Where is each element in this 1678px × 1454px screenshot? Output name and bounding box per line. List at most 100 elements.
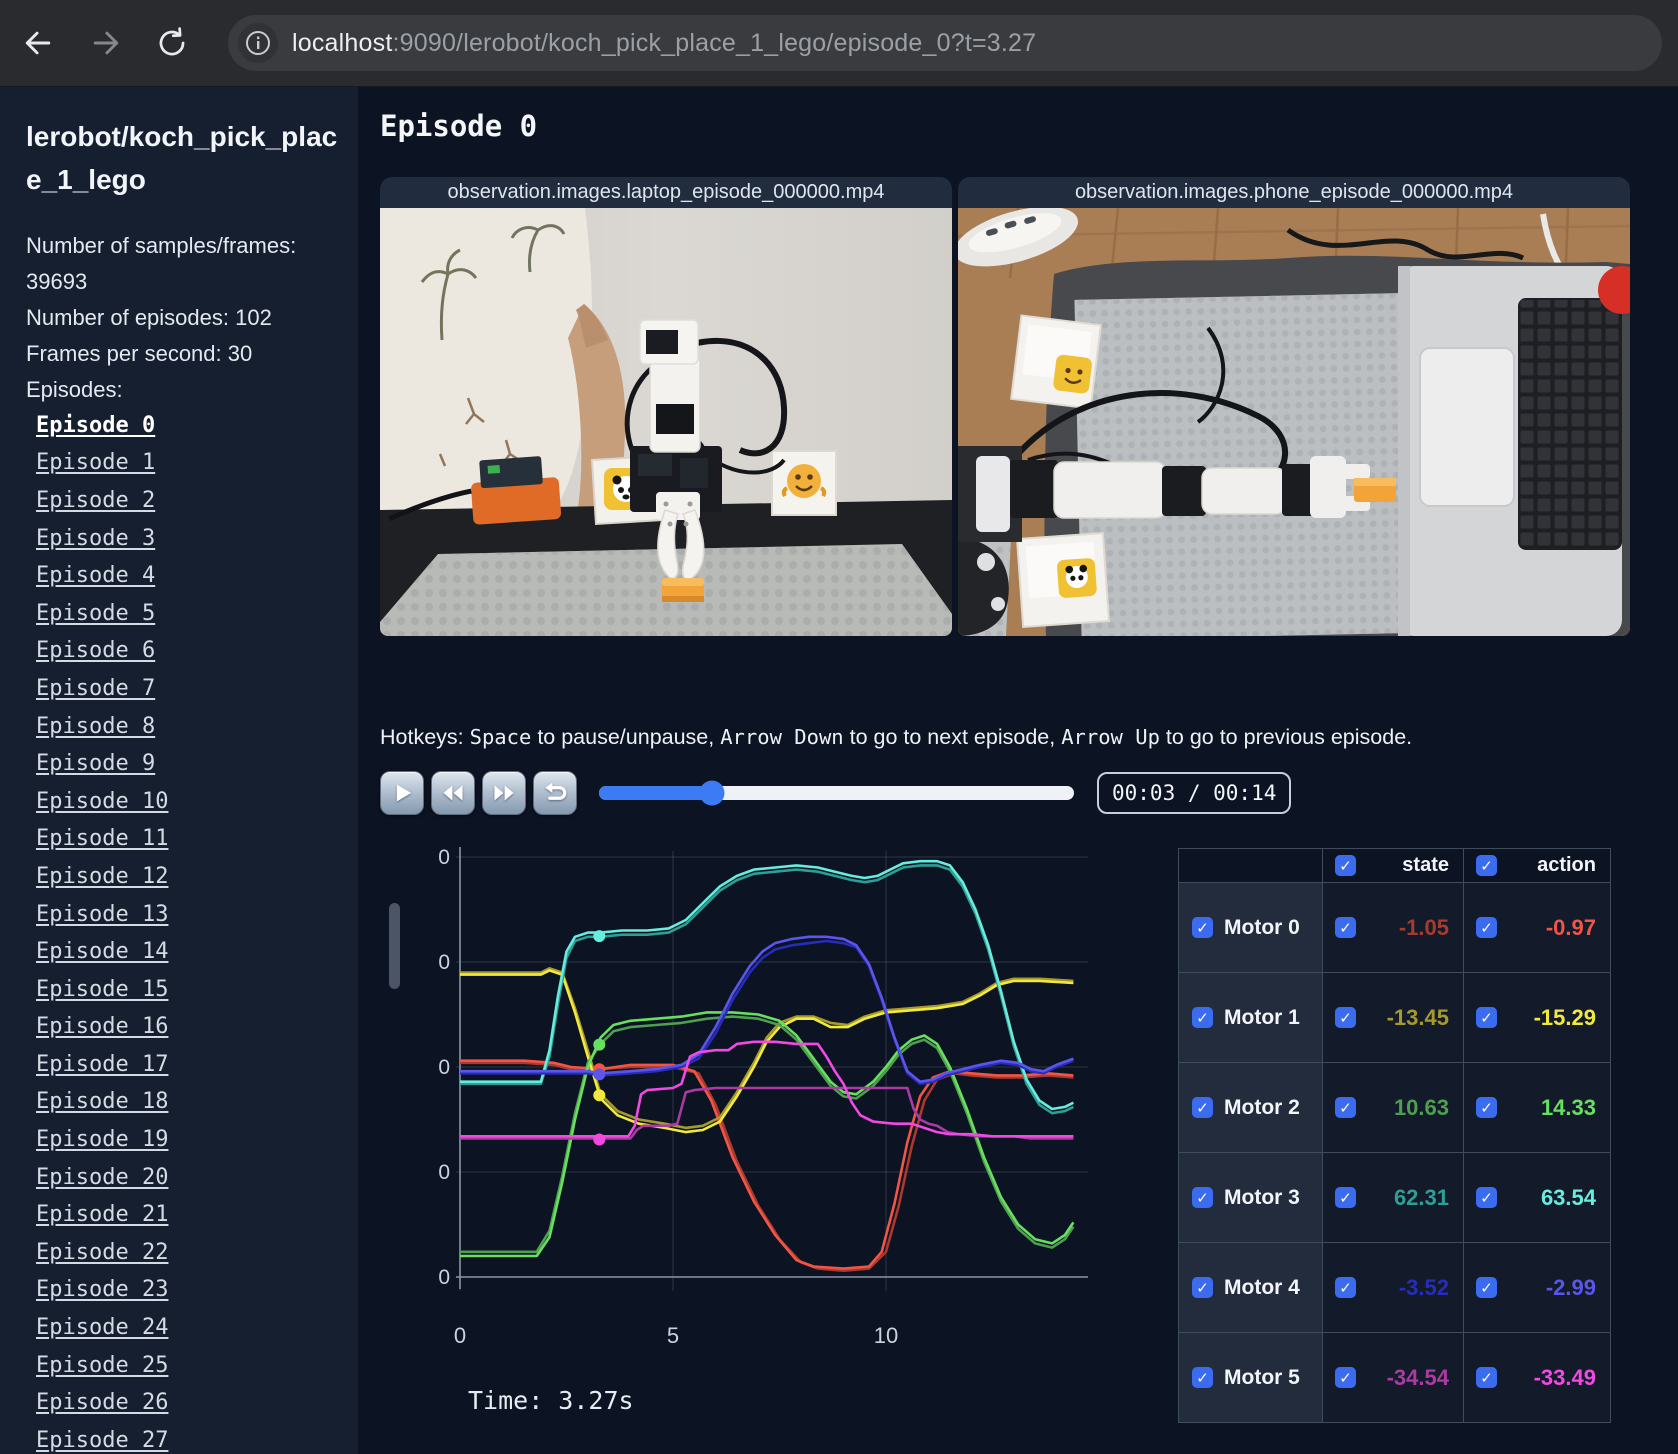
- motor-name: Motor 5: [1224, 1365, 1300, 1389]
- motor-visibility-checkbox[interactable]: [1192, 1007, 1213, 1028]
- episode-link[interactable]: Episode 4: [36, 563, 156, 589]
- site-info-icon[interactable]: [238, 23, 278, 63]
- video-card-phone: observation.images.phone_episode_000000.…: [958, 177, 1630, 636]
- episode-link[interactable]: Episode 11: [36, 826, 169, 852]
- state-value: 10.63: [1393, 1094, 1449, 1120]
- motor-visibility-checkbox[interactable]: [1192, 1277, 1213, 1298]
- episode-link[interactable]: Episode 3: [36, 525, 156, 551]
- motor-row: Motor 1 -13.45 -15.29: [1178, 972, 1611, 1063]
- scrollbar-thumb[interactable]: [389, 903, 400, 989]
- episode-list-item: Episode 10: [36, 784, 340, 822]
- episode-link[interactable]: Episode 13: [36, 901, 169, 927]
- motor-state-checkbox[interactable]: [1335, 1277, 1356, 1298]
- episode-link[interactable]: Episode 10: [36, 788, 169, 814]
- episode-link[interactable]: Episode 26: [36, 1390, 169, 1416]
- motor-chart[interactable]: 100 50 0 -50 -100 0 5 10 Time: 3.27s: [438, 817, 1100, 1454]
- motor-state-checkbox[interactable]: [1335, 1007, 1356, 1028]
- episode-link[interactable]: Episode 25: [36, 1352, 169, 1378]
- video-phone[interactable]: [958, 208, 1630, 636]
- motor-action-checkbox[interactable]: [1476, 1367, 1497, 1388]
- episode-link[interactable]: Episode 1: [36, 450, 156, 476]
- seek-slider[interactable]: [599, 780, 1074, 806]
- motor-name: Motor 1: [1224, 1005, 1300, 1029]
- episode-link[interactable]: Episode 5: [36, 600, 156, 626]
- svg-text:Time: 3.27s: Time: 3.27s: [468, 1386, 634, 1415]
- episode-list-item: Episode 9: [36, 746, 340, 784]
- episode-link[interactable]: Episode 17: [36, 1051, 169, 1077]
- video-scene-phone: [958, 208, 1630, 636]
- loop-button[interactable]: [533, 771, 577, 815]
- motor-state-checkbox[interactable]: [1335, 917, 1356, 938]
- rewind-button[interactable]: [431, 771, 475, 815]
- motor-state-checkbox[interactable]: [1335, 1097, 1356, 1118]
- motor-row: Motor 4 -3.52 -2.99: [1178, 1242, 1611, 1333]
- episodes-label: Episodes:: [26, 376, 123, 402]
- episode-link[interactable]: Episode 8: [36, 713, 156, 739]
- time-display: 00:03 / 00:14: [1097, 772, 1292, 814]
- episode-list-item: Episode 20: [36, 1160, 340, 1198]
- motor-row: Motor 0 -1.05 -0.97: [1178, 882, 1611, 973]
- fast-forward-button[interactable]: [482, 771, 526, 815]
- episode-link[interactable]: Episode 22: [36, 1239, 169, 1265]
- motor-table-header: state action: [1178, 848, 1611, 883]
- motor-visibility-checkbox[interactable]: [1192, 917, 1213, 938]
- header-empty-cell: [1178, 848, 1323, 883]
- sidebar: lerobot/koch_pick_place_1_lego Number of…: [0, 87, 358, 1454]
- svg-text:5: 5: [667, 1323, 679, 1348]
- episode-link[interactable]: Episode 15: [36, 976, 169, 1002]
- episode-link[interactable]: Episode 20: [36, 1164, 169, 1190]
- motor-action-checkbox[interactable]: [1476, 1097, 1497, 1118]
- browser-toolbar: localhost:9090/lerobot/koch_pick_place_1…: [0, 0, 1678, 87]
- motor-action-checkbox[interactable]: [1476, 1277, 1497, 1298]
- motor-action-checkbox[interactable]: [1476, 917, 1497, 938]
- episode-link[interactable]: Episode 24: [36, 1315, 169, 1341]
- hotkeys-mid2: to go to next episode,: [843, 725, 1062, 749]
- episode-link[interactable]: Episode 21: [36, 1202, 169, 1228]
- motor-visibility-checkbox[interactable]: [1192, 1187, 1213, 1208]
- episode-list-item: Episode 1: [36, 445, 340, 483]
- hotkeys-help: Hotkeys: Space to pause/unpause, Arrow D…: [380, 725, 1412, 750]
- motor-name: Motor 3: [1224, 1185, 1300, 1209]
- episode-link-active[interactable]: Episode 0: [36, 412, 156, 438]
- episode-link[interactable]: Episode 19: [36, 1127, 169, 1153]
- episode-list-item: Episode 21: [36, 1197, 340, 1235]
- motor-action-checkbox[interactable]: [1476, 1007, 1497, 1028]
- video-laptop[interactable]: [380, 208, 952, 636]
- motor-state-checkbox[interactable]: [1335, 1367, 1356, 1388]
- episode-link[interactable]: Episode 7: [36, 675, 156, 701]
- video-title-laptop: observation.images.laptop_episode_000000…: [380, 177, 952, 208]
- action-value: -2.99: [1545, 1274, 1596, 1300]
- motor-state-checkbox[interactable]: [1335, 1187, 1356, 1208]
- episode-list-item: Episode 26: [36, 1385, 340, 1423]
- state-value: -13.45: [1386, 1004, 1449, 1030]
- motor-visibility-checkbox[interactable]: [1192, 1097, 1213, 1118]
- seek-slider-thumb[interactable]: [699, 780, 725, 806]
- episode-link[interactable]: Episode 9: [36, 751, 156, 777]
- address-bar[interactable]: localhost:9090/lerobot/koch_pick_place_1…: [228, 15, 1662, 71]
- forward-icon[interactable]: [84, 21, 128, 65]
- video-title-phone: observation.images.phone_episode_000000.…: [958, 177, 1630, 208]
- hotkeys-mid1: to pause/unpause,: [531, 725, 721, 749]
- svg-text:10: 10: [874, 1323, 898, 1348]
- state-column-label: state: [1402, 854, 1449, 876]
- motor-visibility-checkbox[interactable]: [1192, 1367, 1213, 1388]
- action-column-checkbox[interactable]: [1476, 855, 1497, 876]
- episode-link[interactable]: Episode 27: [36, 1427, 169, 1453]
- url-host: localhost: [292, 28, 393, 57]
- play-button[interactable]: [380, 771, 424, 815]
- episode-link[interactable]: Episode 2: [36, 487, 156, 513]
- episode-list-item: Episode 17: [36, 1047, 340, 1085]
- motor-row: Motor 5 -34.54 -33.49: [1178, 1332, 1611, 1423]
- episode-link[interactable]: Episode 16: [36, 1014, 169, 1040]
- episode-list-item: Episode 14: [36, 934, 340, 972]
- episode-link[interactable]: Episode 23: [36, 1277, 169, 1303]
- back-icon[interactable]: [16, 21, 60, 65]
- state-value: -34.54: [1386, 1364, 1449, 1390]
- episode-link[interactable]: Episode 14: [36, 939, 169, 965]
- motor-action-checkbox[interactable]: [1476, 1187, 1497, 1208]
- state-column-checkbox[interactable]: [1335, 855, 1356, 876]
- reload-icon[interactable]: [150, 21, 194, 65]
- episode-link[interactable]: Episode 12: [36, 863, 169, 889]
- episode-link[interactable]: Episode 18: [36, 1089, 169, 1115]
- episode-link[interactable]: Episode 6: [36, 638, 156, 664]
